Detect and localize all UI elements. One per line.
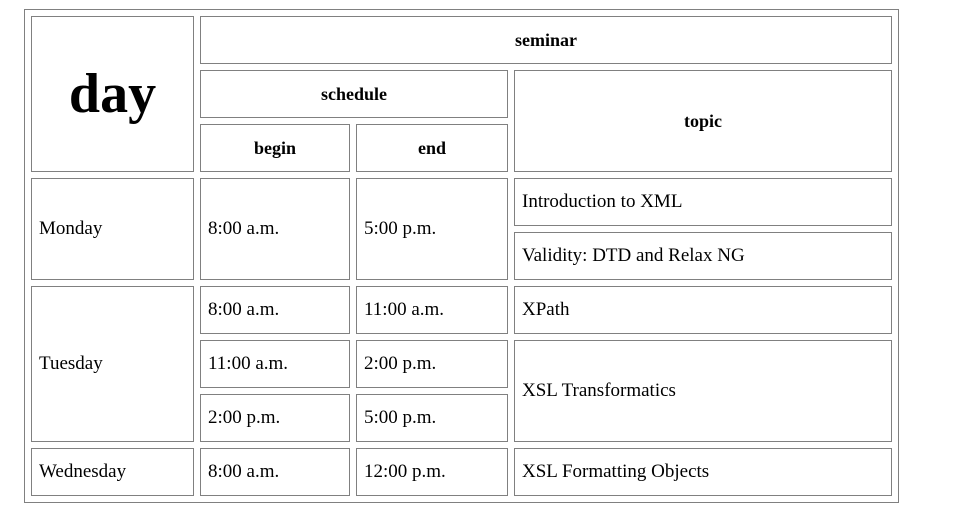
end-header: end [356,124,508,172]
begin-header: begin [200,124,350,172]
seminar-header: seminar [200,16,892,64]
schedule-header: schedule [200,70,508,118]
end-cell: 11:00 a.m. [356,286,508,334]
day-cell-monday: Monday [31,178,194,280]
end-cell: 2:00 p.m. [356,340,508,388]
begin-cell: 11:00 a.m. [200,340,350,388]
table-row: Tuesday 8:00 a.m. 11:00 a.m. XPath [31,286,892,442]
topic-cell: XSL Formatting Objects [514,448,892,496]
topic-cell: XPath [514,286,892,334]
table-row: Monday 8:00 a.m. 5:00 p.m. Introduction … [31,178,892,280]
end-cell: 5:00 p.m. [356,178,508,280]
table-row: Validity: DTD and Relax NG [31,232,892,280]
topic-cell: Validity: DTD and Relax NG [514,232,892,280]
topic-cell: Introduction to XML [514,178,892,226]
begin-cell: 8:00 a.m. [200,448,350,496]
begin-cell: 2:00 p.m. [200,394,350,442]
seminar-schedule-table: day seminar schedule topic begin end Mon… [24,9,899,503]
end-cell: 5:00 p.m. [356,394,508,442]
table-row: 11:00 a.m. 2:00 p.m. XSL Transformatics [31,340,892,442]
table-row: 2:00 p.m. 5:00 p.m. [31,394,892,442]
day-cell-wednesday: Wednesday [31,448,194,496]
day-header: day [31,16,194,172]
topic-cell: XSL Transformatics [514,340,892,442]
topic-header: topic [514,70,892,172]
begin-cell: 8:00 a.m. [200,178,350,280]
begin-cell: 8:00 a.m. [200,286,350,334]
table-row: Wednesday 8:00 a.m. 12:00 p.m. XSL Forma… [31,448,892,496]
day-cell-tuesday: Tuesday [31,286,194,442]
end-cell: 12:00 p.m. [356,448,508,496]
